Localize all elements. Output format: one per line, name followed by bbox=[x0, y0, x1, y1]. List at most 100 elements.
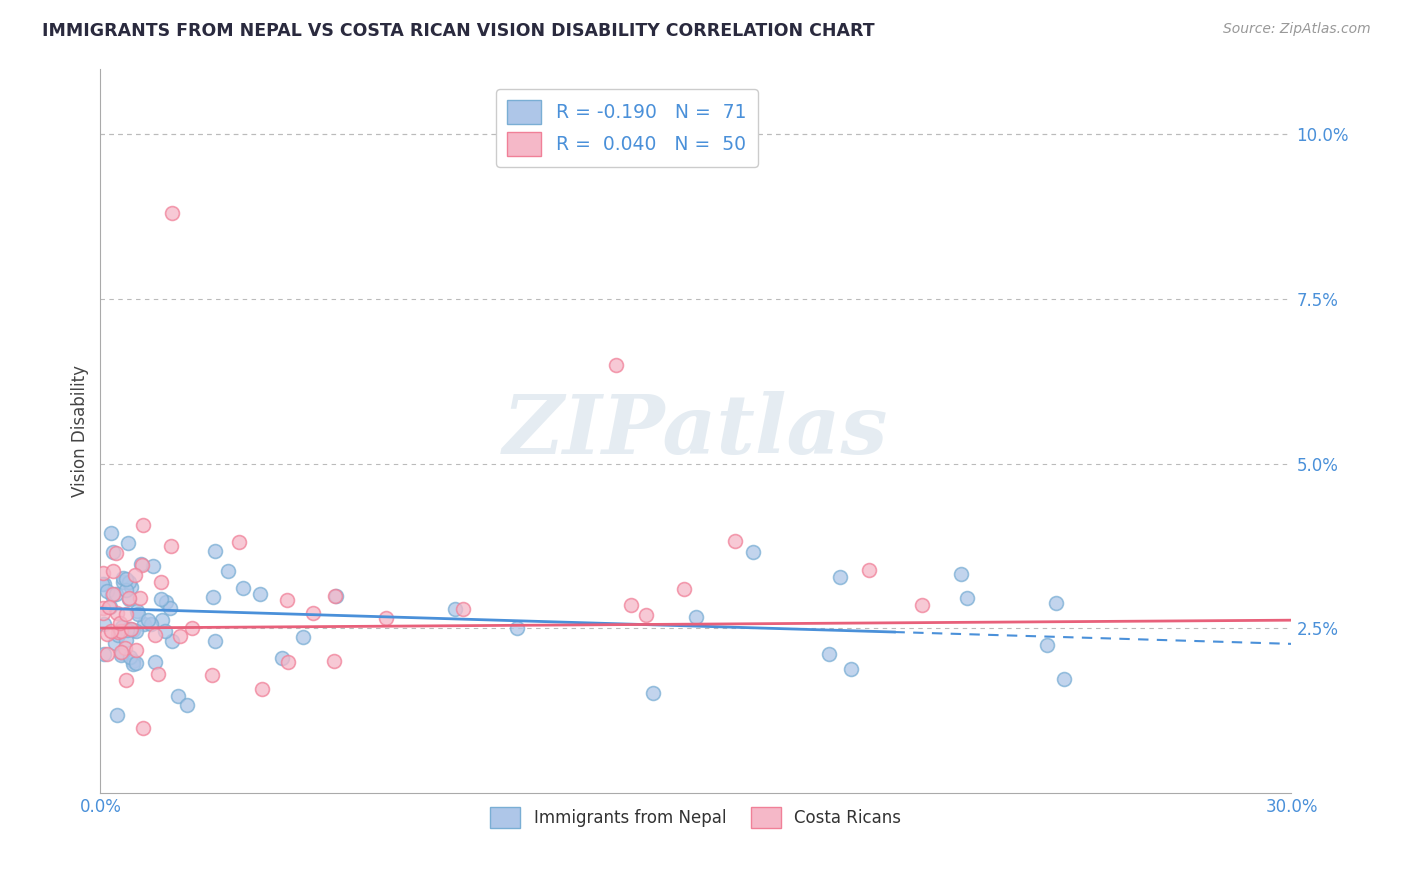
Point bbox=[444, 602, 467, 616]
Point bbox=[105, 606, 128, 620]
Point bbox=[673, 582, 696, 596]
Point bbox=[202, 590, 225, 604]
Point bbox=[104, 587, 127, 601]
Point bbox=[453, 602, 475, 616]
Point bbox=[124, 624, 146, 638]
Point bbox=[228, 535, 250, 549]
Point bbox=[111, 646, 134, 660]
Point bbox=[108, 615, 131, 630]
Point bbox=[277, 655, 299, 669]
Legend: Immigrants from Nepal, Costa Ricans: Immigrants from Nepal, Costa Ricans bbox=[484, 800, 908, 835]
Point bbox=[112, 575, 135, 590]
Point bbox=[167, 690, 190, 704]
Point bbox=[724, 533, 747, 548]
Point bbox=[204, 633, 226, 648]
Point bbox=[143, 628, 166, 642]
Point bbox=[97, 600, 120, 615]
Point bbox=[955, 591, 977, 605]
Point bbox=[911, 598, 934, 612]
Point bbox=[118, 574, 141, 589]
Point bbox=[1045, 596, 1067, 610]
Point bbox=[180, 622, 202, 636]
Point bbox=[118, 650, 141, 665]
Point bbox=[636, 607, 658, 622]
Point bbox=[132, 722, 155, 736]
Point bbox=[117, 536, 139, 550]
Point bbox=[98, 600, 121, 615]
Point bbox=[374, 610, 396, 624]
Point bbox=[107, 628, 129, 642]
Point bbox=[104, 635, 127, 649]
Point bbox=[91, 577, 114, 591]
Point bbox=[250, 681, 273, 696]
Point bbox=[505, 621, 527, 635]
Point bbox=[107, 625, 129, 640]
Text: ZIPatlas: ZIPatlas bbox=[503, 391, 889, 471]
Point bbox=[160, 206, 183, 220]
Point bbox=[131, 558, 153, 573]
Point bbox=[685, 610, 707, 624]
Point bbox=[114, 640, 136, 655]
Point bbox=[125, 643, 148, 657]
Point bbox=[620, 598, 643, 612]
Point bbox=[641, 686, 664, 700]
Text: IMMIGRANTS FROM NEPAL VS COSTA RICAN VISION DISABILITY CORRELATION CHART: IMMIGRANTS FROM NEPAL VS COSTA RICAN VIS… bbox=[42, 22, 875, 40]
Point bbox=[325, 589, 347, 603]
Point bbox=[136, 613, 159, 627]
Point bbox=[105, 546, 128, 560]
Point bbox=[155, 595, 177, 609]
Point bbox=[150, 613, 173, 627]
Point bbox=[91, 601, 114, 615]
Point bbox=[101, 545, 124, 559]
Point bbox=[132, 517, 155, 532]
Point bbox=[323, 589, 346, 603]
Point bbox=[817, 648, 839, 662]
Point bbox=[271, 651, 294, 665]
Point bbox=[204, 544, 226, 558]
Point bbox=[217, 564, 239, 578]
Point bbox=[201, 667, 224, 681]
Point bbox=[322, 654, 344, 668]
Point bbox=[96, 647, 118, 661]
Point bbox=[949, 566, 972, 581]
Point bbox=[115, 572, 138, 586]
Point bbox=[100, 525, 122, 540]
Point bbox=[93, 647, 115, 661]
Point bbox=[91, 606, 114, 620]
Point bbox=[114, 607, 136, 621]
Point bbox=[143, 655, 166, 669]
Point bbox=[101, 588, 124, 602]
Point bbox=[110, 624, 132, 639]
Point bbox=[120, 623, 142, 637]
Point bbox=[129, 591, 152, 606]
Point bbox=[153, 624, 176, 638]
Point bbox=[176, 698, 198, 713]
Point bbox=[249, 587, 271, 601]
Point bbox=[114, 583, 136, 598]
Point bbox=[124, 657, 146, 671]
Point bbox=[118, 592, 141, 607]
Point bbox=[129, 557, 152, 571]
Point bbox=[111, 570, 134, 584]
Point bbox=[110, 645, 132, 659]
Point bbox=[162, 633, 184, 648]
Point bbox=[93, 617, 115, 632]
Text: Source: ZipAtlas.com: Source: ZipAtlas.com bbox=[1223, 22, 1371, 37]
Point bbox=[1053, 672, 1076, 686]
Point bbox=[124, 567, 146, 582]
Point bbox=[132, 617, 155, 632]
Point bbox=[121, 657, 143, 672]
Point bbox=[839, 663, 862, 677]
Point bbox=[169, 629, 191, 643]
Point bbox=[111, 620, 134, 634]
Point bbox=[828, 570, 851, 584]
Y-axis label: Vision Disability: Vision Disability bbox=[72, 365, 89, 497]
Point bbox=[159, 539, 181, 553]
Point bbox=[292, 630, 315, 644]
Point bbox=[115, 673, 138, 687]
Point bbox=[105, 708, 128, 723]
Point bbox=[858, 563, 880, 577]
Point bbox=[302, 607, 325, 621]
Point bbox=[276, 593, 298, 607]
Point bbox=[232, 581, 254, 595]
